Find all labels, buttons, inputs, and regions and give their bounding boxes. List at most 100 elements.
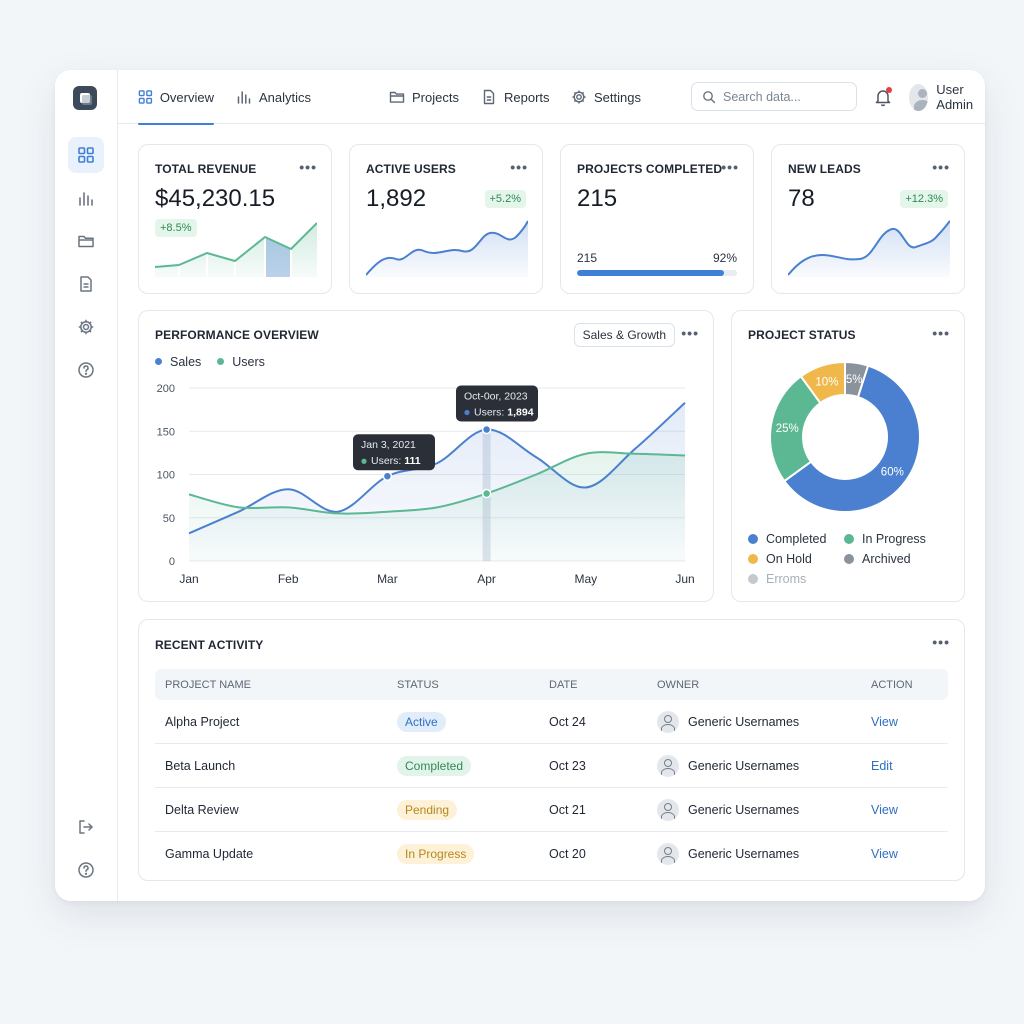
- legend-label: On Hold: [766, 552, 812, 566]
- stat-delta-badge: +8.5%: [155, 219, 197, 237]
- chart-tooltip: Oct-0or, 2023 Users: 1,894: [456, 385, 538, 422]
- column-header-owner[interactable]: OWNER: [657, 678, 700, 691]
- card-title: ACTIVE USERS: [366, 162, 456, 176]
- more-menu-button[interactable]: •••: [932, 159, 950, 175]
- document-icon: [80, 276, 92, 292]
- donut-slice-label: 5%: [846, 374, 863, 386]
- sidebar-item-logout[interactable]: [68, 809, 104, 845]
- column-header-project-name[interactable]: PROJECT NAME: [165, 678, 251, 691]
- stat-card-revenue: TOTAL REVENUE ••• $45,230.15 +8.5%: [138, 144, 332, 294]
- more-menu-button[interactable]: •••: [721, 159, 739, 175]
- sidebar-item-projects[interactable]: [68, 223, 104, 259]
- row-action-link[interactable]: View: [871, 847, 898, 861]
- legend-item-completed[interactable]: Completed: [748, 532, 826, 546]
- table-row[interactable]: Beta Launch Completed Oct 23 Generic Userna…: [155, 744, 948, 788]
- donut-slice-label: 10%: [815, 376, 838, 388]
- stat-card-new-leads: NEW LEADS ••• 78 +12.3%: [771, 144, 965, 294]
- row-action-link[interactable]: Edit: [871, 758, 893, 773]
- search-box[interactable]: [691, 82, 857, 111]
- project-name-cell: Beta Launch: [165, 758, 236, 773]
- table-row[interactable]: Gamma Update In Progress Oct 20 Generic Use…: [155, 832, 948, 876]
- sidebar-item-analytics[interactable]: [68, 180, 104, 216]
- card-title: PROJECT STATUS: [748, 328, 856, 342]
- legend-label: Erroms: [766, 572, 807, 586]
- status-badge: In Progress: [397, 844, 475, 864]
- status-cell: Completed: [397, 744, 472, 787]
- tab-overview[interactable]: Overview: [138, 70, 214, 125]
- help-icon: [78, 862, 94, 878]
- tab-label: Reports: [504, 89, 550, 105]
- sidebar-item-help-bottom[interactable]: [68, 852, 104, 888]
- search-input[interactable]: [723, 89, 843, 104]
- tab-analytics[interactable]: Analytics: [236, 70, 311, 124]
- stat-value: 1,892: [366, 185, 427, 212]
- data-point-marker: [481, 488, 492, 499]
- progress-percent: 92%: [712, 251, 737, 265]
- row-action-link[interactable]: View: [871, 714, 898, 729]
- legend-item-sales[interactable]: Sales: [155, 355, 201, 369]
- more-menu-button[interactable]: •••: [681, 325, 699, 341]
- tab-reports[interactable]: Reports: [481, 70, 550, 124]
- folder-icon: [78, 235, 94, 248]
- notifications-button[interactable]: [873, 87, 893, 107]
- tab-label: Analytics: [259, 89, 312, 105]
- more-menu-button[interactable]: •••: [510, 159, 528, 175]
- status-cell: Active: [397, 700, 446, 743]
- owner-name: Generic Usernames: [688, 758, 800, 773]
- bar-chart-icon: [79, 192, 93, 206]
- status-badge: Pending: [397, 799, 458, 820]
- donut-slice-completed[interactable]: [782, 364, 921, 513]
- tooltip-date: Oct-0or, 2023: [464, 391, 528, 403]
- date-cell: Oct 21: [549, 802, 586, 817]
- tooltip-box: [353, 434, 435, 471]
- legend-label: Users: [232, 355, 265, 369]
- more-menu-button[interactable]: •••: [299, 159, 317, 175]
- sidebar-item-overview[interactable]: [68, 137, 104, 173]
- owner-cell: Generic Usernames: [657, 700, 799, 743]
- sidebar-item-settings[interactable]: [68, 309, 104, 345]
- legend-item-archived[interactable]: Archived: [844, 552, 911, 566]
- card-title: TOTAL REVENUE: [155, 162, 257, 176]
- column-header-date[interactable]: DATE: [549, 678, 578, 691]
- data-point-marker: [382, 471, 393, 481]
- owner-name: Generic Usernames: [688, 714, 800, 729]
- notification-badge: [886, 87, 892, 93]
- x-tick-label: Mar: [377, 572, 398, 586]
- series-line-users: [188, 451, 686, 515]
- revenue-sparkline: [155, 222, 317, 277]
- user-menu[interactable]: User Admin: [909, 82, 985, 112]
- project-status-card: PROJECT STATUS ••• 5% 60% 25% 10% Completed…: [731, 310, 965, 602]
- table-row[interactable]: Delta Review Pending Oct 21 Generic Usernam…: [155, 788, 948, 832]
- date-cell: Oct 24: [549, 714, 586, 729]
- stat-delta-badge: +5.2%: [484, 190, 526, 208]
- donut-slice-on-hold[interactable]: [799, 360, 846, 405]
- top-navigation: Overview Analytics Projects Reports Sett…: [118, 70, 985, 125]
- date-cell: Oct 23: [549, 758, 586, 773]
- tab-projects[interactable]: Projects: [389, 70, 459, 124]
- more-menu-button[interactable]: •••: [932, 634, 950, 650]
- tab-settings[interactable]: Settings: [571, 70, 641, 124]
- legend-item-users[interactable]: Users: [217, 355, 265, 369]
- recent-activity-card: RECENT ACTIVITY ••• PROJECT NAME STATUS …: [138, 619, 965, 881]
- y-tick-label: 0: [169, 556, 175, 568]
- action-cell: View: [871, 700, 898, 743]
- status-cell: Pending: [397, 788, 458, 831]
- legend-item-erroms[interactable]: Erroms: [748, 572, 806, 586]
- legend-item-on-hold[interactable]: On Hold: [748, 552, 812, 566]
- more-menu-button[interactable]: •••: [932, 325, 950, 341]
- legend-label: Archived: [862, 552, 911, 566]
- app-logo[interactable]: [73, 86, 97, 110]
- row-action-link[interactable]: View: [871, 802, 898, 817]
- column-header-action[interactable]: ACTION: [871, 678, 913, 691]
- table-row[interactable]: Alpha Project Active Oct 24 Generic Usernam…: [155, 700, 948, 744]
- sidebar-item-reports[interactable]: [68, 266, 104, 302]
- chart-metric-selector[interactable]: Sales & Growth: [573, 323, 675, 347]
- y-tick-label: 200: [157, 383, 175, 395]
- help-icon: [78, 362, 94, 378]
- users-sparkline: [366, 220, 528, 277]
- legend-item-in-progress[interactable]: In Progress: [844, 532, 926, 546]
- action-cell: View: [871, 788, 898, 831]
- column-header-status[interactable]: STATUS: [397, 678, 439, 691]
- sidebar-item-help[interactable]: [68, 352, 104, 388]
- tooltip-date: Jan 3, 2021: [361, 439, 416, 451]
